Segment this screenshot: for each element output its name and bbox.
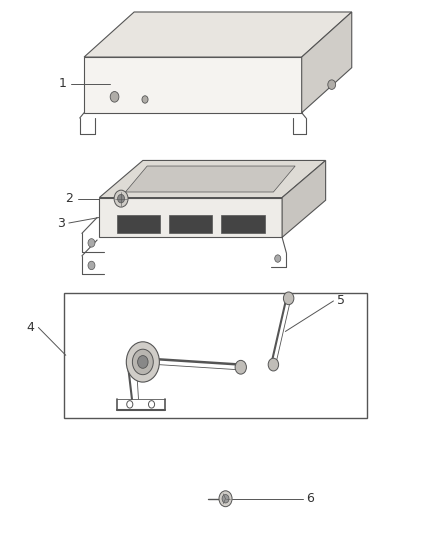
Circle shape — [328, 80, 336, 90]
Circle shape — [132, 349, 153, 375]
Circle shape — [219, 491, 232, 507]
Bar — [64, 293, 367, 418]
Circle shape — [275, 255, 281, 262]
Text: 5: 5 — [336, 294, 345, 308]
Circle shape — [142, 96, 148, 103]
Polygon shape — [99, 160, 325, 198]
Bar — [221, 215, 265, 233]
Circle shape — [138, 356, 148, 368]
Circle shape — [114, 190, 128, 207]
Bar — [169, 215, 212, 233]
Circle shape — [110, 92, 119, 102]
Polygon shape — [84, 12, 352, 57]
Polygon shape — [125, 166, 295, 192]
Circle shape — [126, 342, 159, 382]
Bar — [117, 215, 160, 233]
Text: 3: 3 — [57, 216, 64, 230]
Circle shape — [127, 401, 133, 408]
Text: 2: 2 — [65, 192, 73, 205]
Circle shape — [148, 401, 155, 408]
Text: 4: 4 — [26, 321, 34, 334]
Text: 6: 6 — [306, 492, 314, 505]
Circle shape — [235, 360, 247, 374]
Circle shape — [88, 239, 95, 247]
Polygon shape — [302, 12, 352, 113]
Circle shape — [268, 358, 279, 371]
Circle shape — [222, 495, 229, 503]
Polygon shape — [84, 57, 302, 113]
Text: 1: 1 — [59, 77, 67, 90]
Polygon shape — [282, 160, 325, 237]
Circle shape — [283, 292, 294, 305]
Circle shape — [117, 195, 124, 203]
Circle shape — [88, 261, 95, 270]
Polygon shape — [99, 198, 282, 237]
